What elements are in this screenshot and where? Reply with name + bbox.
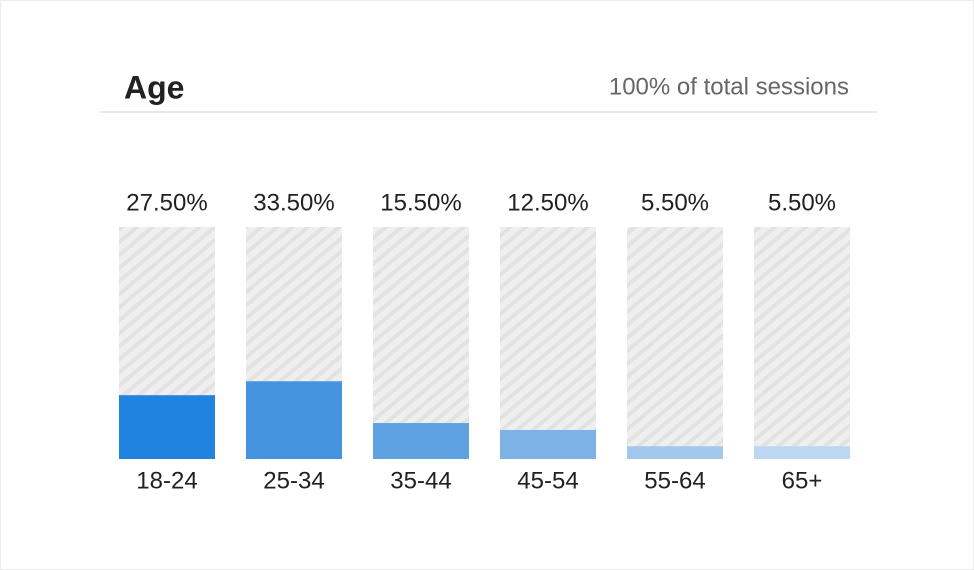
bar-track [754,227,850,459]
chart-subtitle: 100% of total sessions [609,73,849,100]
x-tick-label: 65+ [782,467,823,494]
chart-title: Age [124,69,184,105]
bar [627,446,723,459]
value-label: 5.50% [641,189,709,216]
x-tick-label: 25-34 [263,467,324,494]
bar [246,381,342,459]
bar-track [500,227,596,459]
value-label: 27.50% [126,189,207,216]
bar [754,446,850,459]
x-tick-label: 18-24 [136,467,197,494]
bar-track [373,227,469,459]
value-label: 15.50% [380,189,461,216]
x-tick-label: 45-54 [517,467,578,494]
bar [500,430,596,459]
value-label: 33.50% [253,189,334,216]
value-label: 5.50% [768,189,836,216]
x-tick-label: 35-44 [390,467,451,494]
bar-track [627,227,723,459]
bar [119,395,215,459]
bar [373,423,469,459]
value-label: 12.50% [507,189,588,216]
x-tick-label: 55-64 [644,467,705,494]
